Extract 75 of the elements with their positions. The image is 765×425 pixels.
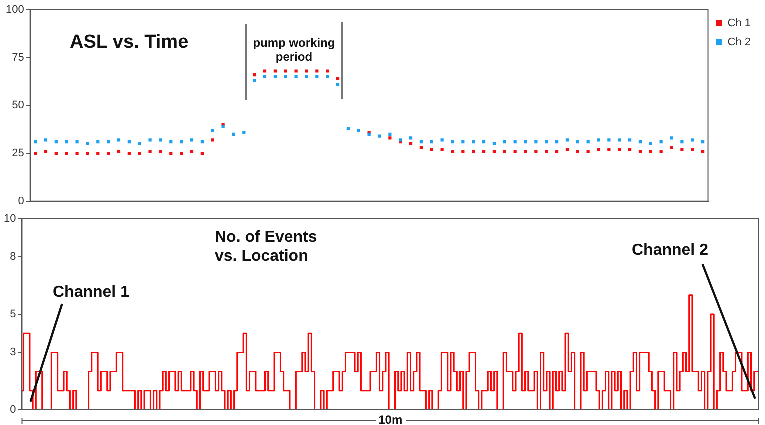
legend-label: Ch 1 [728, 18, 752, 30]
point [618, 148, 622, 152]
point [649, 150, 652, 154]
point [440, 148, 444, 152]
point [492, 150, 496, 154]
point [294, 70, 298, 73]
point [503, 150, 506, 154]
point [263, 70, 267, 73]
point [701, 150, 705, 154]
point [200, 152, 204, 156]
y-tick-label: 5 [10, 308, 16, 321]
point [54, 152, 58, 156]
point [211, 138, 214, 142]
point [462, 150, 465, 154]
point [96, 152, 100, 156]
y-tick-label: 0 [18, 195, 24, 208]
y-tick-label: 25 [12, 148, 24, 160]
point [284, 70, 288, 73]
point [409, 142, 413, 146]
point [576, 150, 580, 154]
y-tick-label: 50 [12, 100, 24, 112]
text: ASL vs. Time [70, 32, 189, 55]
point [170, 152, 173, 156]
point [472, 150, 476, 154]
point [660, 150, 663, 154]
point [566, 148, 570, 152]
point [34, 152, 38, 156]
point [691, 148, 694, 152]
point [608, 148, 611, 152]
text: No. of Events vs. Location [215, 228, 318, 266]
point [514, 150, 517, 154]
point [680, 148, 684, 152]
point [638, 150, 642, 154]
point [482, 150, 486, 154]
point [44, 150, 48, 154]
point [628, 148, 632, 152]
point [107, 152, 110, 156]
point [326, 70, 330, 73]
point [86, 152, 90, 156]
y-tick-label: 10 [4, 213, 16, 226]
annotation: Channel 1 [53, 284, 130, 302]
x-axis-title: 10m [376, 413, 406, 425]
point [128, 152, 131, 156]
point [65, 152, 68, 156]
point [138, 152, 142, 156]
annotation: Channel 2 [632, 242, 708, 260]
point [316, 70, 319, 73]
point [336, 77, 340, 80]
y-tick-label: 75 [12, 52, 24, 64]
point [420, 146, 424, 150]
y-tick-label: 100 [6, 4, 24, 16]
point [430, 148, 434, 152]
legend-label: Ch 2 [728, 36, 752, 49]
annotation: pump working period [252, 36, 336, 64]
point [305, 70, 308, 73]
point [76, 152, 79, 156]
point [555, 150, 559, 154]
point [545, 150, 548, 154]
y-tick-label: 0 [10, 404, 16, 416]
y-tick-label: 8 [10, 251, 16, 264]
point [159, 150, 162, 154]
point [148, 150, 152, 154]
point [180, 152, 184, 156]
point [586, 150, 590, 154]
point [253, 74, 256, 77]
point [597, 148, 600, 152]
point [524, 150, 528, 154]
point [274, 70, 277, 73]
point [534, 150, 538, 154]
point [388, 136, 392, 140]
point [670, 146, 674, 150]
y-tick-label: 3 [10, 346, 16, 359]
point [117, 150, 121, 154]
point [451, 150, 454, 154]
point [190, 150, 194, 154]
